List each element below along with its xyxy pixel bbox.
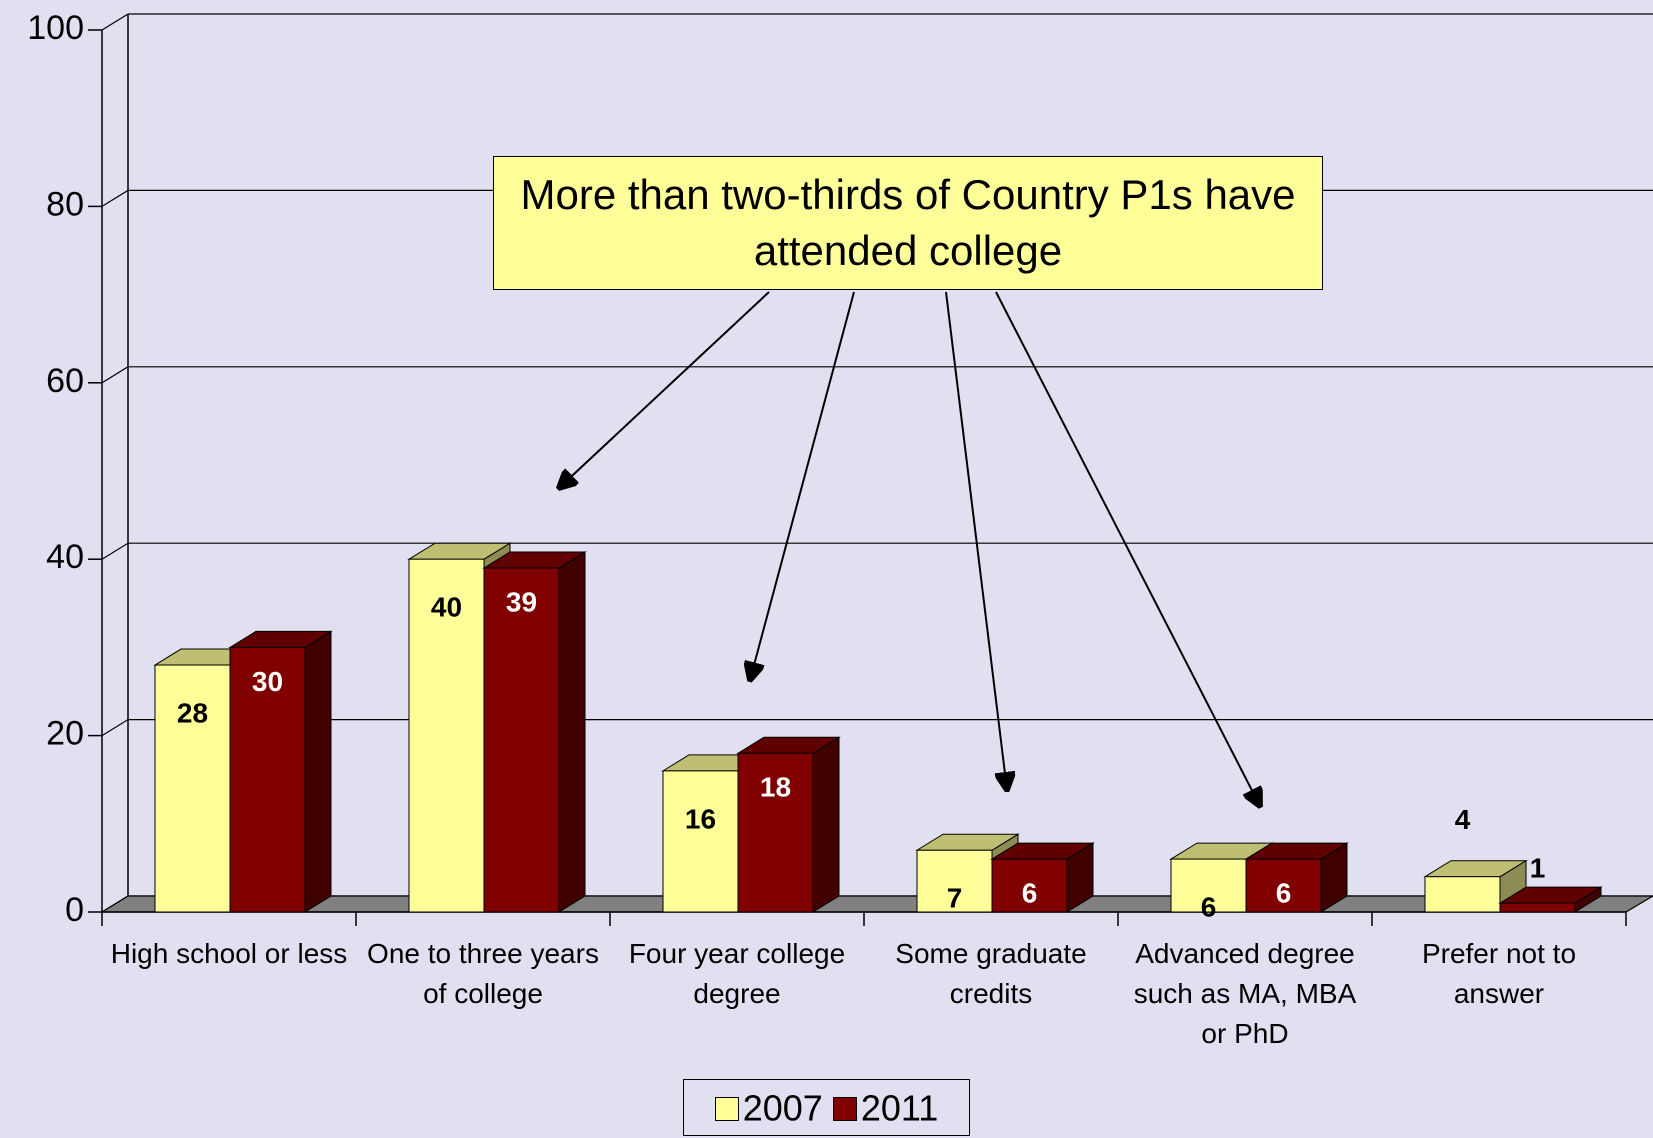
bar (737, 752, 814, 913)
callout-arrows (559, 291, 1260, 806)
legend-swatch (832, 1096, 857, 1121)
y-tick-label: 80 (46, 185, 84, 223)
x-tick-label: One to three years of college (367, 938, 599, 1009)
data-label: 16 (685, 803, 716, 834)
bar-3d: 6 (990, 842, 1095, 913)
bar-3d: 18 (736, 736, 841, 913)
legend-label: 2011 (860, 1087, 939, 1129)
floor (99, 895, 1653, 913)
data-label: 4 (1455, 804, 1471, 835)
legend-label: 2007 (742, 1087, 823, 1129)
data-label: 7 (947, 883, 963, 914)
x-tick-label: Prefer not to answer (1421, 938, 1577, 1009)
bar (483, 567, 560, 913)
bar-3d: 39 (482, 551, 587, 913)
bar (1245, 858, 1322, 913)
y-tick-label: 40 (46, 538, 84, 576)
y-tick-label: 0 (65, 891, 84, 929)
depth-tick (101, 366, 129, 384)
arrow (750, 291, 855, 680)
bar-3d: 1 (1498, 853, 1603, 913)
arrow (945, 291, 1007, 790)
legend-item: 2011 (832, 1085, 939, 1129)
bar (229, 646, 306, 913)
bar-3d: 4 (1423, 804, 1528, 913)
legend-item: 2007 (714, 1085, 823, 1129)
x-tick-label: Advanced degree such as MA, MBA or PhD (1133, 938, 1357, 1049)
depth-tick (101, 189, 129, 207)
data-label: 18 (760, 772, 791, 803)
y-tick-label: 20 (46, 715, 84, 753)
depth-tick (101, 719, 129, 737)
data-label: 6 (1022, 877, 1038, 908)
bar (154, 664, 231, 913)
x-tick-label: Four year college degree (628, 938, 846, 1009)
data-label: 39 (506, 586, 537, 617)
bar (991, 858, 1068, 913)
data-label: 28 (177, 697, 208, 728)
data-label: 30 (252, 666, 283, 697)
arrow (995, 291, 1260, 806)
depth-tick (101, 13, 129, 31)
bar-side (812, 736, 840, 913)
y-tick-label: 60 (46, 362, 84, 400)
depth-tick (101, 542, 129, 560)
x-tick-label: Some graduate credits (895, 938, 1087, 1009)
data-label: 6 (1201, 891, 1217, 922)
legend: 2007 2011 (683, 1079, 970, 1136)
bar (1170, 858, 1247, 913)
data-label: 40 (431, 592, 462, 623)
data-label: 1 (1530, 853, 1546, 884)
bar-3d: 6 (1244, 842, 1349, 913)
bar-side (558, 551, 586, 913)
bar (1424, 876, 1501, 913)
annotation: More than two-thirds of Country P1s have… (493, 156, 1323, 290)
x-tick-label: High school or less (110, 938, 348, 969)
y-tick-label: 100 (27, 9, 84, 47)
bar (662, 770, 739, 913)
bar-3d: 30 (228, 630, 333, 913)
bar (1499, 902, 1576, 913)
data-label: 6 (1276, 877, 1292, 908)
bar (916, 849, 993, 913)
arrow (559, 291, 770, 488)
bar (408, 558, 485, 913)
marks: 28 30 40 39 16 18 7 6 6 6 4 1 (153, 542, 1603, 922)
bar-side (304, 630, 332, 913)
legend-swatch (714, 1096, 739, 1121)
